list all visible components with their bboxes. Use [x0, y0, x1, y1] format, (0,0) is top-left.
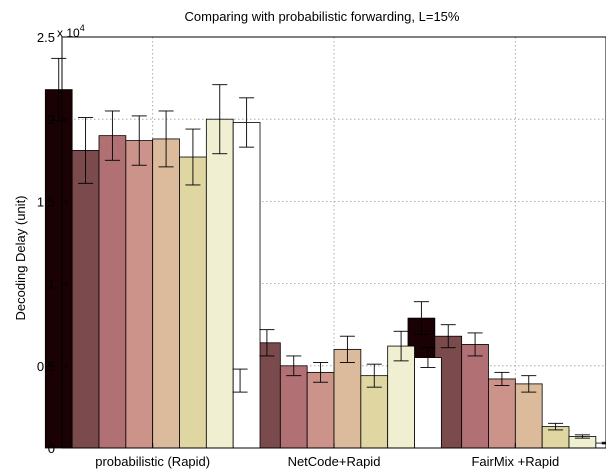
y-multiplier-base: x 10	[57, 26, 80, 40]
y-tick-label: 2.5	[37, 30, 55, 45]
x-category-label: probabilistic (Rapid)	[95, 454, 210, 469]
bar	[461, 344, 489, 449]
bar	[360, 375, 389, 449]
bar	[595, 442, 606, 449]
y-tick-label: 2	[48, 112, 55, 127]
bar	[205, 118, 234, 449]
y-multiplier-exponent: 4	[80, 23, 85, 33]
y-tick-label: 1.5	[37, 194, 55, 209]
y-tick-label: 0.5	[37, 359, 55, 374]
bar	[514, 383, 543, 449]
chart-title: Comparing with probabilistic forwarding,…	[185, 9, 460, 24]
bar	[179, 156, 207, 449]
bar	[232, 122, 261, 449]
bar	[152, 138, 180, 449]
y-tick-label: 1	[48, 277, 55, 292]
bar	[414, 357, 442, 449]
y-ticks: 0 0.5 1 1.5 2 2.5	[37, 30, 516, 456]
bar	[98, 135, 127, 449]
x-category-labels: probabilistic (Rapid) NetCode+Rapid FairMi…	[95, 454, 559, 469]
y-axis-label: Decoding Delay (unit)	[13, 195, 28, 320]
x-category-label: NetCode+Rapid	[288, 454, 381, 469]
x-category-label: FairMix +Rapid	[471, 454, 559, 469]
bar	[306, 371, 335, 449]
bar	[279, 365, 308, 449]
bar	[125, 140, 154, 449]
bar	[44, 89, 73, 449]
bar	[387, 345, 415, 449]
y-tick-label: 0	[48, 441, 55, 456]
bar	[71, 150, 100, 449]
bar	[488, 378, 516, 449]
bars	[44, 89, 606, 449]
error-bars	[51, 57, 606, 445]
bar	[333, 348, 362, 449]
